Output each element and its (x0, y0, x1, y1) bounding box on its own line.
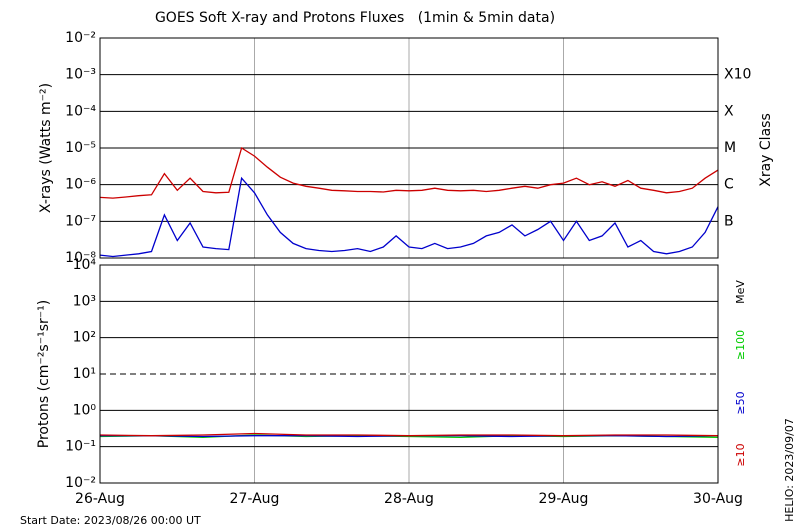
legend-entry: ≥50 (734, 391, 747, 414)
class-label: M (724, 140, 736, 156)
x-tick-label: 29-Aug (539, 491, 589, 507)
class-label: B (724, 213, 734, 229)
start-date: Start Date: 2023/08/26 00:00 UT (20, 514, 201, 527)
class-label: X10 (724, 67, 751, 83)
y-tick-label: 10⁻² (65, 30, 96, 46)
y-axis-label: X-rays (Watts m⁻²) (38, 83, 54, 213)
y-axis-label: Protons (cm⁻²s⁻¹sr⁻¹) (36, 300, 52, 449)
y-tick-label: 10⁻⁴ (65, 103, 96, 119)
y-tick-label: 10² (73, 330, 96, 346)
y-tick-label: 10⁻³ (65, 67, 96, 83)
chart-title: GOES Soft X-ray and Protons Fluxes (1min… (155, 10, 555, 26)
plot-frame (99, 37, 719, 259)
y-tick-label: 10⁻⁶ (65, 177, 96, 193)
legend-entry: ≥100 (734, 330, 747, 360)
y-tick-label: 10⁴ (73, 257, 97, 273)
y-tick-label: 10⁰ (73, 402, 97, 418)
y-tick-label: 10¹ (73, 366, 96, 382)
y-tick-label: 10³ (73, 293, 96, 309)
y-tick-label: 10⁻⁵ (65, 140, 96, 156)
class-label: C (724, 177, 734, 193)
x-tick-label: 28-Aug (384, 491, 434, 507)
y-tick-label: 10⁻⁷ (65, 213, 96, 229)
y-tick-label: 10⁻¹ (65, 439, 96, 455)
legend-entry: ≥10 (734, 443, 747, 466)
x-tick-label: 26-Aug (75, 491, 125, 507)
series-line (99, 432, 719, 437)
x-tick-label: 30-Aug (693, 491, 743, 507)
series-line (99, 176, 719, 258)
y-tick-label: 10⁻⁸ (65, 250, 96, 266)
credit: HELIO: 2023/09/07 (783, 418, 796, 522)
series-line (99, 146, 719, 199)
plot-frame (99, 264, 719, 484)
class-label: X (724, 103, 734, 119)
y2-axis-label: Xray Class (758, 113, 774, 187)
y-tick-label: 10⁻² (65, 475, 96, 491)
x-tick-label: 27-Aug (230, 491, 280, 507)
unit-label: MeV (734, 280, 747, 304)
